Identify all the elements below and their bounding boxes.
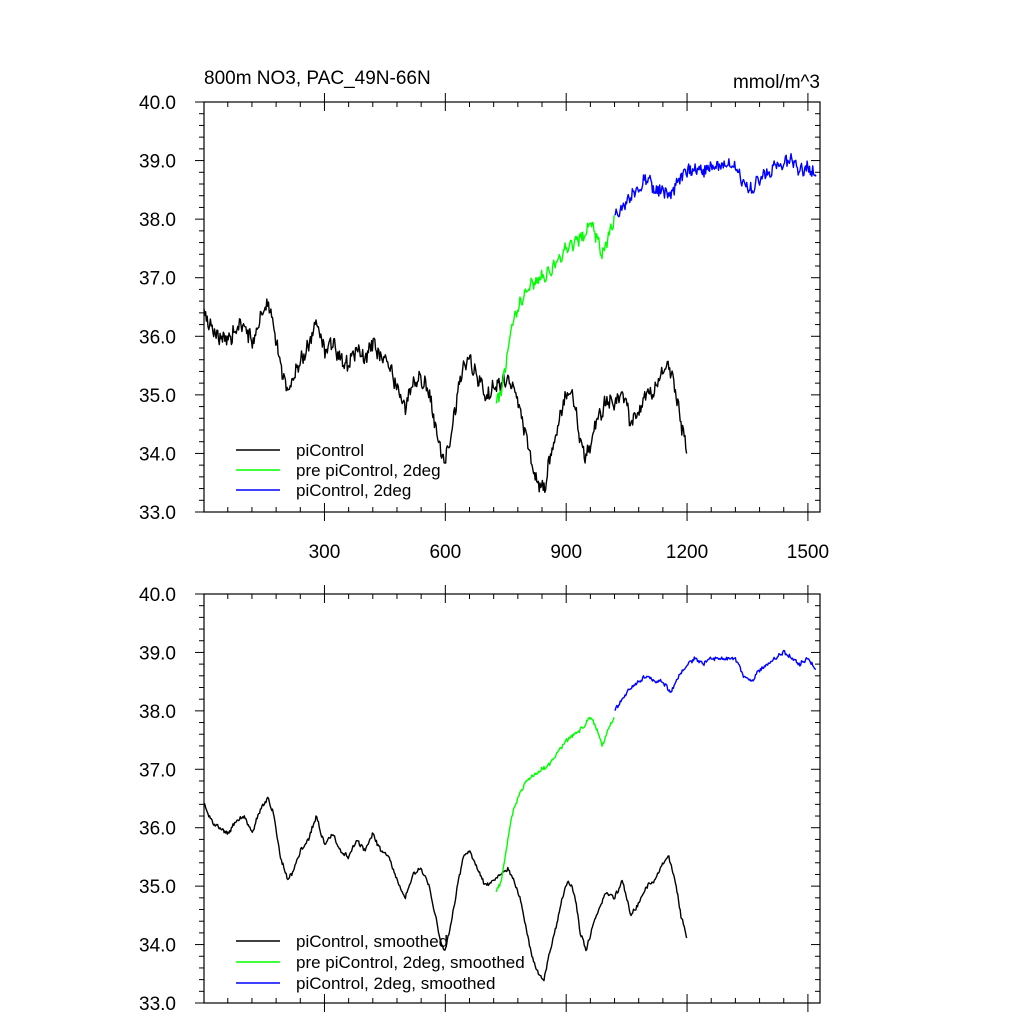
y-tick-label: 37.0 [139,760,176,781]
y-tick-label: 34.0 [139,936,176,957]
y-tick-label: 33.0 [139,503,176,524]
y-tick-label: 35.0 [139,386,176,407]
y-tick-label: 36.0 [139,819,176,840]
series-line-3 [614,152,817,218]
x-tick-label: 600 [429,542,461,563]
x-tick-label: 900 [550,542,582,563]
x-tick-label: 1200 [666,542,708,563]
series-line-1 [203,298,688,493]
x-tick-label: 300 [309,542,341,563]
plot-frame [203,593,821,1004]
series-line-1 [203,796,688,982]
y-tick-label: 40.0 [139,585,176,606]
legend-label: pre piControl, 2deg, smoothed [296,953,525,972]
series-line-2 [495,215,615,404]
y-tick-label: 34.0 [139,444,176,465]
y-tick-label: 38.0 [139,210,176,231]
units-label: mmol/m^3 [733,72,820,93]
top-panel: 33.0 34.0 35.0 36.0 37.0 38.0 39.0 40.0 300 600 90… [139,93,829,563]
y-tick-label: 37.0 [139,269,176,290]
y-tick-label: 38.0 [139,702,176,723]
legend-label: piControl, 2deg [296,481,411,500]
legend-label: pre piControl, 2deg [296,461,441,480]
y-tick-label: 40.0 [139,93,176,114]
legend-label: piControl, smoothed [296,932,448,951]
y-tick-label: 36.0 [139,327,176,348]
y-tick-label: 35.0 [139,877,176,898]
series-line-2 [495,716,615,892]
bottom-panel: 33.0 34.0 35.0 36.0 37.0 38.0 39.0 40.0 piContro… [139,585,821,1015]
y-tick-label: 33.0 [139,994,176,1015]
legend-label: piControl [296,441,364,460]
x-tick-label: 1500 [787,542,829,563]
plot-frame [203,101,821,513]
y-tick-label: 39.0 [139,643,176,664]
y-tick-label: 39.0 [139,152,176,173]
chart-title: 800m NO3, PAC_49N-66N [204,68,431,89]
series-line-3 [614,649,817,711]
legend-label: piControl, 2deg, smoothed [296,974,495,993]
